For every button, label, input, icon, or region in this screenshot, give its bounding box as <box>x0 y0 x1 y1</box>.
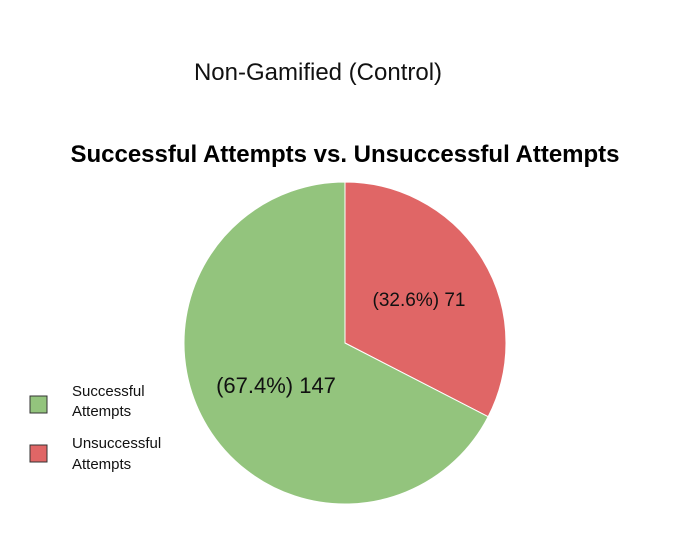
legend-label-unsuccessful-line1: Unsuccessful <box>72 435 161 452</box>
slice-label-unsuccessful: (32.6%) 71 <box>373 290 466 311</box>
pie-slice-successful <box>183 181 489 505</box>
legend-label-successful-line1: Successful <box>72 383 145 400</box>
legend-swatch-unsuccessful <box>29 444 48 463</box>
chart-subtitle: Non-Gamified (Control) <box>194 59 442 86</box>
legend-swatch-successful <box>29 395 48 414</box>
pie-slices <box>183 181 507 505</box>
legend-entry-unsuccessful: Unsuccessful Attempts <box>29 435 161 473</box>
pie-slice-unsuccessful <box>344 181 507 418</box>
legend-label-unsuccessful-line2: Attempts <box>72 456 131 473</box>
chart-title: Successful Attempts vs. Unsuccessful Att… <box>70 141 619 168</box>
slice-label-successful: (67.4%) 147 <box>216 373 336 398</box>
legend: Successful Attempts Unsuccessful Attempt… <box>29 383 161 473</box>
legend-entry-successful: Successful Attempts <box>29 383 145 420</box>
legend-label-successful-line2: Attempts <box>72 403 131 420</box>
